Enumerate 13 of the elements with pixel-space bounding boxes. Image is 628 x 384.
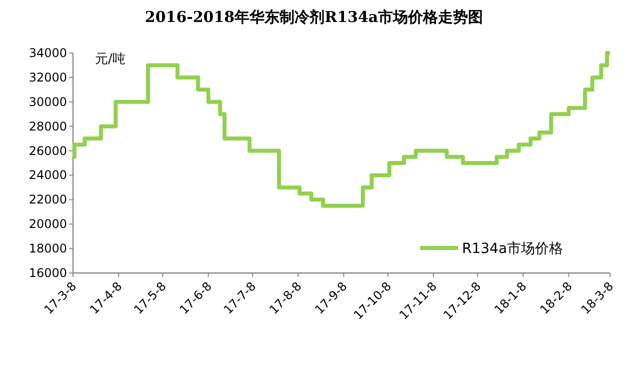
ytick: 34000 xyxy=(28,46,67,60)
ylabel: 元/吨 xyxy=(95,52,126,67)
title: 2016-2018年华东制冷剂R134a市场价格走势图 xyxy=(144,8,484,26)
ytick: 18000 xyxy=(28,242,67,256)
ytick: 24000 xyxy=(28,168,67,182)
ytick: 28000 xyxy=(28,119,67,134)
legend: R134a市场价格 xyxy=(462,241,564,257)
ytick: 22000 xyxy=(28,192,67,207)
ytick: 26000 xyxy=(28,144,67,158)
ytick: 16000 xyxy=(28,266,67,280)
ytick: 32000 xyxy=(28,70,67,84)
ytick: 30000 xyxy=(28,94,67,109)
ytick: 20000 xyxy=(28,217,67,232)
